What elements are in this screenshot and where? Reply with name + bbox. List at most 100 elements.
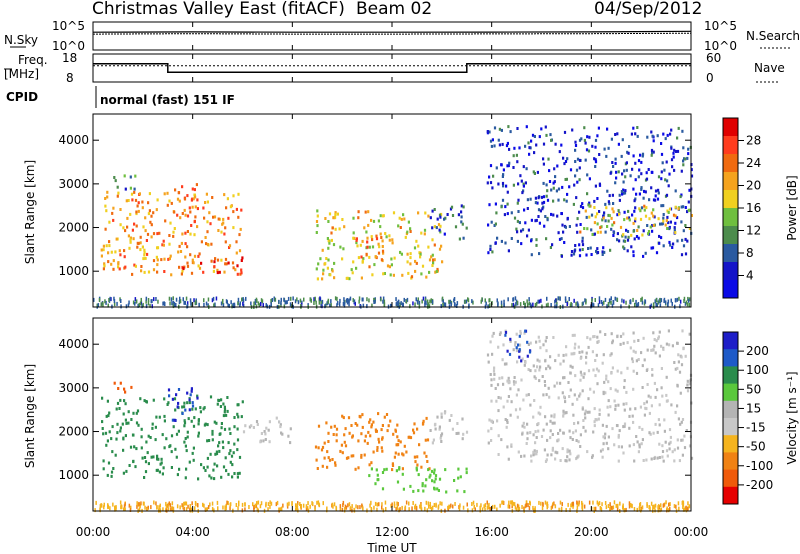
heatmap-cell [610,332,613,336]
heatmap-cell [438,247,442,251]
heatmap-cell [417,211,420,215]
heatmap-cell [428,270,431,274]
heatmap-cell [413,422,416,426]
heatmap-cell [657,217,660,221]
heatmap-cell [549,419,552,423]
heatmap-cell [508,500,510,505]
heatmap-cell [287,296,290,301]
heatmap-cell [422,296,425,301]
colorbar-tick-label: 20 [746,179,761,193]
heatmap-cell [622,402,625,406]
heatmap-cell [529,369,532,373]
heatmap-cell [102,467,105,471]
heatmap-cell [682,146,685,150]
heatmap-cell [532,415,535,419]
heatmap-cell [533,399,536,402]
heatmap-cell [370,423,373,427]
heatmap-cell [487,429,490,433]
heatmap-cell [170,466,173,469]
heatmap-cell [227,472,230,476]
heatmap-cell [368,463,371,467]
heatmap-cell [255,304,258,309]
heatmap-cell [237,506,239,511]
heatmap-cell [542,343,545,347]
heatmap-cell [565,177,568,181]
heatmap-cell [465,467,468,471]
heatmap-cell [520,229,523,233]
heatmap-cell [323,456,326,460]
heatmap-cell [347,456,350,460]
heatmap-cell [141,304,143,309]
heatmap-cell [199,406,202,410]
heatmap-cell [326,465,329,469]
heatmap-cell [379,232,382,236]
heatmap-cell [597,339,600,343]
heatmap-cell [178,199,181,203]
heatmap-cell [545,336,548,339]
heatmap-cell [346,298,349,302]
heatmap-cell [545,458,548,462]
heatmap-cell [675,504,677,509]
heatmap-cell [463,490,466,494]
heatmap-cell [533,449,536,453]
heatmap-cell [302,503,305,508]
heatmap-cell [171,397,174,401]
heatmap-cell [360,432,363,436]
heatmap-cell [529,500,531,505]
heatmap-cell [505,425,508,429]
heatmap-cell [562,409,565,413]
heatmap-cell [260,501,263,506]
heatmap-cell [594,160,598,164]
heatmap-cell [553,421,556,425]
heatmap-cell [130,505,132,510]
heatmap-cell [561,391,564,395]
heatmap-cell [253,301,255,306]
heatmap-cell [659,508,661,513]
heatmap-cell [433,471,436,475]
heatmap-cell [614,296,616,301]
heatmap-cell [146,232,150,236]
heatmap-cell [647,230,651,233]
heatmap-cell [245,296,247,301]
heatmap-cell [178,244,181,248]
heatmap-cell [628,426,631,430]
heatmap-cell [511,502,513,507]
heatmap-cell [374,482,377,486]
heatmap-cell [203,298,205,303]
heatmap-cell [171,418,174,422]
heatmap-cell [317,446,320,450]
heatmap-cell [244,502,246,507]
heatmap-cell [104,197,107,200]
heatmap-cell [604,219,607,223]
heatmap-cell [457,467,460,471]
heatmap-cell [637,302,640,306]
heatmap-cell [598,296,601,301]
heatmap-cell [669,132,672,136]
heatmap-cell [632,254,635,258]
heatmap-cell [545,133,548,137]
heatmap-cell [498,143,501,147]
heatmap-cell [682,500,685,505]
heatmap-cell [137,201,140,205]
heatmap-cell [632,154,635,158]
heatmap-cell [651,373,654,377]
heatmap-cell [117,191,120,195]
heatmap-cell [688,504,691,509]
heatmap-cell [446,213,449,216]
heatmap-cell [507,376,510,380]
heatmap-cell [315,458,318,462]
heatmap-cell [544,500,547,505]
heatmap-cell [186,430,189,434]
heatmap-cell [217,444,220,448]
heatmap-cell [213,265,216,269]
heatmap-cell [680,363,684,367]
heatmap-cell [383,272,386,275]
heatmap-cell [687,147,690,151]
heatmap-cell [465,299,468,304]
heatmap-cell [554,504,557,509]
heatmap-cell [121,505,123,510]
heatmap-cell [115,437,118,441]
heatmap-cell [368,474,371,478]
heatmap-cell [352,260,355,264]
heatmap-cell [118,249,121,253]
